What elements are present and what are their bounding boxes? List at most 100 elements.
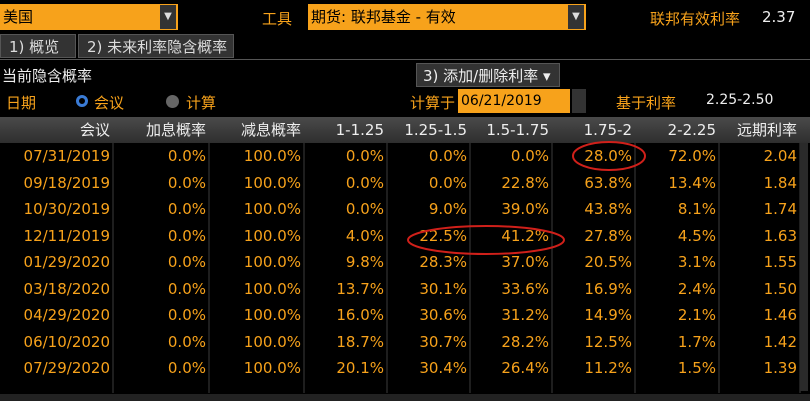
probability-cell: 100.0% [243,279,301,298]
column-header: 1.25-1.5 [404,121,467,139]
add-button-text: 3) 添加/删除利率 [423,67,539,85]
vertical-scrollbar[interactable] [800,143,808,391]
probability-cell: 4.0% [345,226,384,245]
probability-cell: 20.1% [336,359,384,377]
probability-cell: 0.0% [510,147,549,165]
probability-cell: 0.0% [167,147,206,165]
probability-cell: 1.46 [763,306,797,324]
meeting-date: 01/29/2020 [23,253,110,271]
probability-cell: 1.74 [763,200,797,218]
header-row [0,117,810,143]
meeting-date: 10/30/2019 [23,200,110,218]
column-header: 远期利率 [736,121,797,139]
probability-cell: 12.5% [584,332,632,351]
probability-cell: 2.4% [677,279,716,298]
column-header: 减息概率 [240,121,301,139]
probability-cell: 28.3% [419,253,467,271]
instrument-text: 期货: 联邦基金 - 有效 [311,8,456,26]
probability-cell: 0.0% [345,147,384,165]
probability-cell: 1.39 [763,359,797,377]
radio-selected[interactable] [76,95,88,107]
probability-cell: 100.0% [243,359,301,377]
probability-cell: 4.5% [677,226,716,245]
probability-cell: 26.4% [501,359,549,377]
probability-cell: 0.0% [345,200,384,218]
probability-cell: 0.0% [428,173,467,192]
probability-cell: 3.1% [677,253,716,271]
section-title: 当前隐含概率 [2,67,93,85]
probability-cell: 0.0% [167,279,206,298]
column-header: 1.5-1.75 [486,121,549,139]
probability-cell: 100.0% [243,200,301,218]
probability-cell: 39.0% [501,200,549,218]
probability-cell: 0.0% [428,147,467,165]
probability-cell: 0.0% [167,359,206,377]
probability-cell: 1.42 [763,332,797,351]
base-rate: 2.25-2.50 [706,92,774,108]
date-input[interactable]: 06/21/2019 [458,89,570,113]
probability-cell: 2.04 [763,147,797,165]
country-dropdown[interactable]: 美国 ▼ [0,4,178,30]
dropdown-arrow: ▼ [160,5,176,29]
base-rate-label: 基于利率 [616,94,677,112]
meeting-date: 07/29/2020 [23,359,110,377]
probability-cell: 0.0% [167,226,206,245]
probability-cell: 31.2% [501,306,549,324]
tab[interactable]: 2) 未来利率隐含概率 [78,34,234,58]
rate-label: 联邦有效利率 [650,10,741,28]
probability-cell: 1.7% [677,332,716,351]
probability-cell: 43.8% [584,200,632,218]
probability-cell: 37.0% [501,253,549,271]
column-header: 2-2.25 [667,121,716,139]
probability-cell: 30.6% [419,306,467,324]
probability-cell: 100.0% [243,253,301,271]
probability-cell: 0.0% [167,173,206,192]
column-header: 加息概率 [145,121,206,139]
meeting-date: 07/31/2019 [23,147,110,165]
probability-cell: 2.1% [677,306,716,324]
column-separator [303,143,305,393]
probability-cell: 1.5% [677,359,716,377]
probability-cell: 20.5% [584,253,632,271]
divider [0,59,810,60]
meeting-date: 09/18/2019 [23,173,110,192]
probability-cell: 1.55 [763,253,797,271]
probability-cell: 9.0% [428,200,467,218]
calc-on-label: 计算于 [410,94,456,112]
probability-cell: 22.8% [501,173,549,192]
column-header: 1.75-2 [583,121,632,139]
probability-cell: 0.0% [167,306,206,324]
probability-cell: 0.0% [167,253,206,271]
tab[interactable]: 1) 概览 [0,34,76,58]
meeting-date: 04/29/2020 [23,306,110,324]
radio[interactable] [166,95,179,108]
probability-cell: 0.0% [167,200,206,218]
add-button[interactable]: 3) 添加/删除利率 ▾ [416,63,560,87]
date-label: 日期 [6,94,37,112]
probability-cell: 0.0% [167,332,206,351]
probability-cell: 28.0% [584,147,632,165]
probability-cell: 100.0% [243,306,301,324]
probability-cell: 16.0% [336,306,384,324]
radio-label: 计算 [186,94,217,112]
probability-cell: 8.1% [677,200,716,218]
probability-cell: 72.0% [668,147,716,165]
probability-cell: 30.7% [419,332,467,351]
probability-cell: 13.4% [668,173,716,192]
probability-cell: 100.0% [243,173,301,192]
column-separator [386,143,388,393]
probability-cell: 100.0% [243,147,301,165]
probability-cell: 41.2% [501,226,549,245]
probability-cell: 30.1% [419,279,467,298]
column-header: 会议 [79,121,110,139]
probability-cell: 0.0% [345,173,384,192]
scrollbar[interactable] [0,394,810,401]
calendar-button[interactable] [572,89,586,113]
instrument-dropdown[interactable]: 期货: 联邦基金 - 有效 ▼ [308,4,586,30]
column-header: 1-1.25 [335,121,384,139]
highlight-ellipse [572,141,646,171]
probability-cell: 9.8% [345,253,384,271]
probability-cell: 11.2% [584,359,632,377]
meeting-date: 12/11/2019 [23,226,110,245]
